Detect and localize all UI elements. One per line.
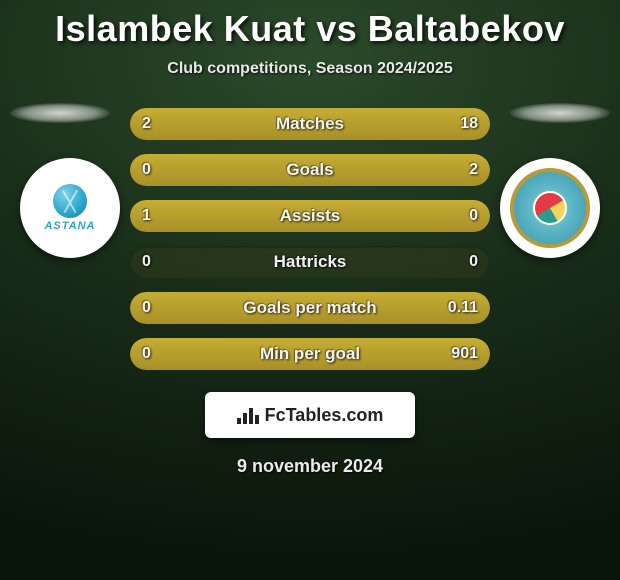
stat-value-right: 0 bbox=[469, 200, 478, 232]
badge-left-label: ASTANA bbox=[44, 220, 95, 232]
stat-row: 2Matches18 bbox=[130, 108, 490, 140]
page-title: Islambek Kuat vs Baltabekov bbox=[0, 8, 620, 50]
stat-value-right: 18 bbox=[460, 108, 478, 140]
stat-label: Goals per match bbox=[130, 292, 490, 324]
subtitle: Club competitions, Season 2024/2025 bbox=[0, 60, 620, 78]
stat-row: 0Hattricks0 bbox=[130, 246, 490, 278]
stat-row: 1Assists0 bbox=[130, 200, 490, 232]
badge-shadow-right bbox=[510, 103, 610, 123]
stat-rows: 2Matches180Goals21Assists00Hattricks00Go… bbox=[130, 108, 490, 370]
club-right-emblem bbox=[533, 191, 567, 225]
brand-badge: FcTables.com bbox=[205, 392, 415, 438]
stat-row: 0Min per goal901 bbox=[130, 338, 490, 370]
player-left-badge: ASTANA bbox=[20, 158, 120, 258]
comparison-card: Islambek Kuat vs Baltabekov Club competi… bbox=[0, 0, 620, 580]
stats-area: ASTANA 2Matches180Goals21Assists00Hattri… bbox=[0, 108, 620, 370]
badge-shadow-left bbox=[10, 103, 110, 123]
soccer-ball-icon bbox=[53, 184, 87, 218]
brand-text: FcTables.com bbox=[265, 405, 384, 426]
stat-value-right: 0 bbox=[469, 246, 478, 278]
stat-value-right: 2 bbox=[469, 154, 478, 186]
stat-row: 0Goals2 bbox=[130, 154, 490, 186]
astana-logo: ASTANA bbox=[44, 184, 95, 232]
stat-label: Min per goal bbox=[130, 338, 490, 370]
player-right-badge bbox=[500, 158, 600, 258]
club-right-logo bbox=[510, 168, 590, 248]
stat-label: Assists bbox=[130, 200, 490, 232]
stat-value-right: 0.11 bbox=[448, 292, 478, 324]
date-label: 9 november 2024 bbox=[0, 456, 620, 477]
stat-label: Goals bbox=[130, 154, 490, 186]
bar-chart-icon bbox=[237, 406, 259, 424]
stat-label: Hattricks bbox=[130, 246, 490, 278]
stat-label: Matches bbox=[130, 108, 490, 140]
stat-value-right: 901 bbox=[451, 338, 478, 370]
stat-row: 0Goals per match0.11 bbox=[130, 292, 490, 324]
